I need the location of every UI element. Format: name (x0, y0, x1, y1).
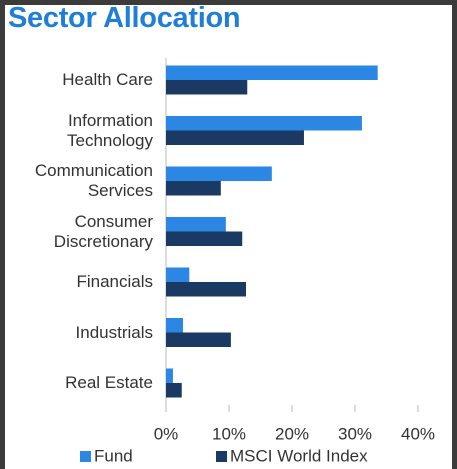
bar (166, 267, 190, 282)
bar (166, 332, 231, 347)
legend-label: Fund (94, 446, 133, 465)
x-tick-label: 10% (212, 424, 246, 443)
legend-swatch (80, 451, 91, 462)
x-tick-label: 30% (338, 424, 372, 443)
chart-title: Sector Allocation (8, 2, 241, 34)
bar (166, 318, 184, 333)
category-label: Health Care (62, 70, 153, 89)
category-label: Communication Services (34, 161, 153, 200)
category-label: Consumer Discretionary (53, 211, 153, 251)
category-label: Financials (76, 272, 153, 291)
bar (166, 130, 304, 145)
bar (166, 116, 362, 131)
x-tick-label: 0% (154, 424, 179, 443)
legend-swatch (216, 451, 227, 462)
bar (166, 80, 248, 95)
category-label: Industrials (75, 322, 153, 342)
category-label: Information Technology (66, 110, 153, 150)
bar (166, 368, 173, 383)
category-label: Real Estate (65, 373, 153, 392)
bar (166, 217, 226, 232)
bar (166, 383, 182, 398)
x-tick-label: 40% (401, 424, 435, 443)
bar (166, 181, 221, 196)
bar (166, 282, 247, 297)
bar (166, 231, 243, 246)
bar (166, 166, 272, 181)
x-tick-label: 20% (275, 424, 309, 443)
legend-label: MSCI World Index (230, 446, 368, 465)
bar (166, 65, 378, 80)
